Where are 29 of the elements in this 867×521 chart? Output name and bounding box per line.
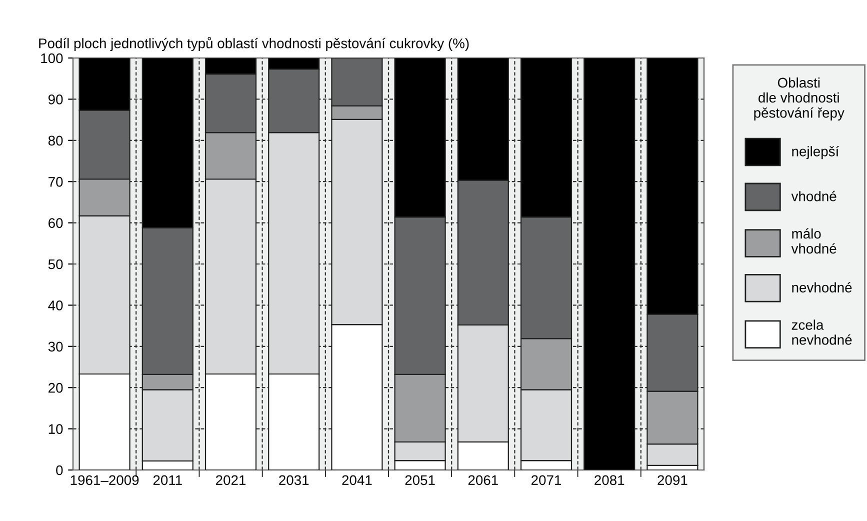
y-axis-title: Podíl ploch jednotlivých typů oblastí vhodnosti pěstování cukrovky (%) (39, 36, 469, 52)
y-tick-label: 90 (48, 94, 63, 104)
y-tick-label: 50 (48, 259, 63, 270)
y-tick-label: 40 (48, 300, 63, 310)
legend-label: vhodné (791, 190, 836, 202)
y-tick-label: 30 (48, 342, 63, 352)
x-tick-label: 2011 (153, 475, 182, 486)
bar (584, 58, 636, 470)
x-tick-label: 2031 (279, 475, 309, 486)
x-tick-label: 2091 (658, 475, 688, 486)
legend-label: málo vhodné (791, 228, 836, 254)
x-tick-label: 2041 (342, 475, 372, 486)
y-tick-label: 80 (48, 136, 63, 146)
legend-label: nejlepší (792, 146, 840, 160)
x-tick-label: 2051 (405, 475, 435, 486)
y-tick-label: 10 (48, 424, 63, 434)
y-tick-label: 60 (48, 218, 63, 228)
y-tick-label: 0 (56, 465, 63, 476)
x-tick-label: 2061 (468, 475, 498, 486)
legend-label: zcela nevhodné (792, 320, 852, 345)
legend-title: Oblasti dle vhodnosti pěstování řepy (754, 77, 844, 121)
y-tick-label: 100 (41, 53, 63, 64)
x-tick-label: 2021 (216, 475, 246, 486)
y-tick-label: 20 (48, 382, 63, 393)
x-tick-label: 2071 (532, 475, 562, 486)
x-tick-label: 2081 (594, 475, 624, 486)
y-tick-label: 70 (48, 176, 63, 187)
x-tick-label: 1961–2009 (70, 475, 139, 486)
legend-label: nevhodné (792, 282, 852, 292)
